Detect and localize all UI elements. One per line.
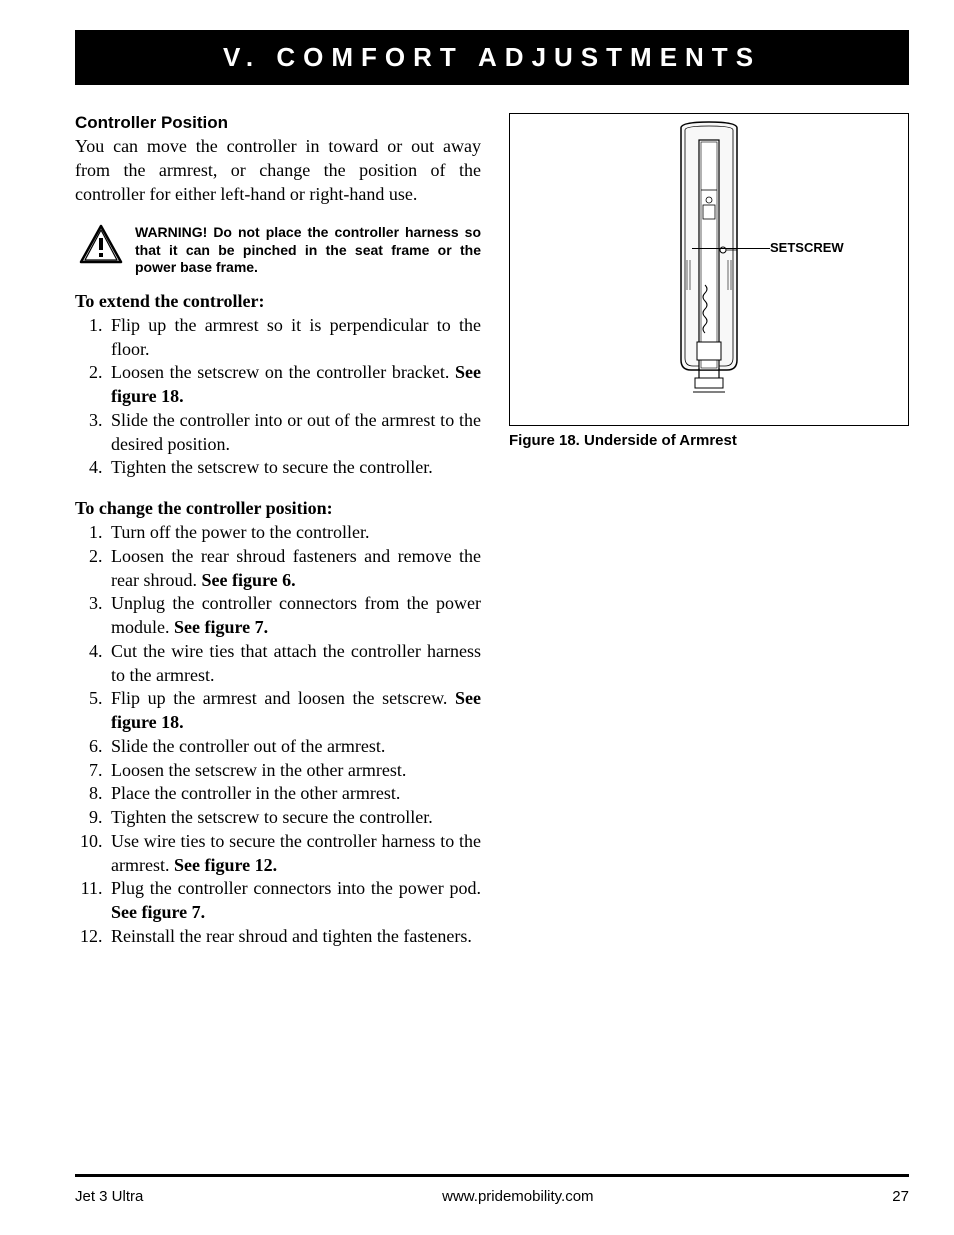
change-heading: To change the controller position:	[75, 498, 481, 519]
left-column: Controller Position You can move the con…	[75, 113, 481, 967]
list-item: Loosen the setscrew on the controller br…	[107, 361, 481, 409]
list-item: Slide the controller into or out of the …	[107, 409, 481, 457]
chapter-title-bar: V. COMFORT ADJUSTMENTS	[75, 30, 909, 85]
warning-label: WARNING!	[135, 224, 207, 240]
list-item: Turn off the power to the controller.	[107, 521, 481, 545]
step-text: Reinstall the rear shroud and tighten th…	[111, 926, 472, 946]
step-text: Plug the controller connectors into the …	[111, 878, 481, 898]
right-column: SETSCREW Figure 18. Underside of Armrest	[509, 113, 909, 449]
list-item: Loosen the setscrew in the other armrest…	[107, 759, 481, 783]
warning-text: WARNING! Do not place the controller har…	[135, 224, 481, 277]
list-item: Slide the controller out of the armrest.	[107, 735, 481, 759]
list-item: Plug the controller connectors into the …	[107, 877, 481, 925]
list-item: Loosen the rear shroud fasteners and rem…	[107, 545, 481, 593]
setscrew-leader-line	[692, 248, 770, 249]
figure-18-box: SETSCREW	[509, 113, 909, 426]
list-item: Unplug the controller connectors from th…	[107, 592, 481, 640]
setscrew-label: SETSCREW	[770, 240, 844, 255]
list-item: Use wire ties to secure the controller h…	[107, 830, 481, 878]
footer-url: www.pridemobility.com	[442, 1188, 593, 1205]
warning-icon	[79, 224, 123, 269]
list-item: Place the controller in the other armres…	[107, 782, 481, 806]
step-text: Loosen the setscrew in the other armrest…	[111, 760, 406, 780]
extend-heading: To extend the controller:	[75, 291, 481, 312]
step-text: Use wire ties to secure the controller h…	[111, 831, 481, 875]
list-item: Cut the wire ties that attach the contro…	[107, 640, 481, 688]
list-item: Reinstall the rear shroud and tighten th…	[107, 925, 481, 949]
list-item: Flip up the armrest so it is perpendicul…	[107, 314, 481, 362]
see-figure-ref: See figure 7.	[111, 902, 205, 922]
step-text: Tighten the setscrew to secure the contr…	[111, 457, 433, 477]
step-text: Slide the controller out of the armrest.	[111, 736, 385, 756]
step-text: Place the controller in the other armres…	[111, 783, 400, 803]
step-text: Loosen the rear shroud fasteners and rem…	[111, 546, 481, 590]
step-text: Unplug the controller connectors from th…	[111, 593, 481, 637]
armrest-illustration	[639, 120, 779, 420]
extend-list: Flip up the armrest so it is perpendicul…	[75, 314, 481, 480]
step-text: Tighten the setscrew to secure the contr…	[111, 807, 433, 827]
page-footer: Jet 3 Ultra www.pridemobility.com 27	[75, 1188, 909, 1205]
step-text: Loosen the setscrew on the controller br…	[111, 362, 455, 382]
intro-paragraph: You can move the controller in toward or…	[75, 135, 481, 206]
see-figure-ref: See figure 12.	[174, 855, 277, 875]
footer-product: Jet 3 Ultra	[75, 1188, 143, 1205]
step-text: Slide the controller into or out of the …	[111, 410, 481, 454]
step-text: Flip up the armrest so it is perpendicul…	[111, 315, 481, 359]
footer-rule	[75, 1174, 909, 1177]
see-figure-ref: See figure 6.	[201, 570, 295, 590]
see-figure-ref: See figure 7.	[174, 617, 268, 637]
list-item: Tighten the setscrew to secure the contr…	[107, 806, 481, 830]
step-text: Flip up the armrest and loosen the setsc…	[111, 688, 455, 708]
change-list: Turn off the power to the controller. Loo…	[75, 521, 481, 949]
step-text: Turn off the power to the controller.	[111, 522, 369, 542]
list-item: Tighten the setscrew to secure the contr…	[107, 456, 481, 480]
step-text: Cut the wire ties that attach the contro…	[111, 641, 481, 685]
warning-block: WARNING! Do not place the controller har…	[75, 224, 481, 277]
footer-page-number: 27	[892, 1188, 909, 1205]
figure-caption: Figure 18. Underside of Armrest	[509, 432, 909, 449]
list-item: Flip up the armrest and loosen the setsc…	[107, 687, 481, 735]
section-heading: Controller Position	[75, 113, 481, 133]
